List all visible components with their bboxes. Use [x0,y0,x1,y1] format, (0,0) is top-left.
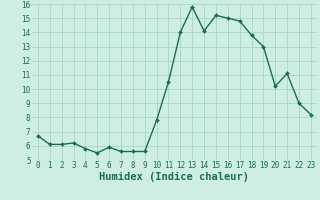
X-axis label: Humidex (Indice chaleur): Humidex (Indice chaleur) [100,172,249,182]
